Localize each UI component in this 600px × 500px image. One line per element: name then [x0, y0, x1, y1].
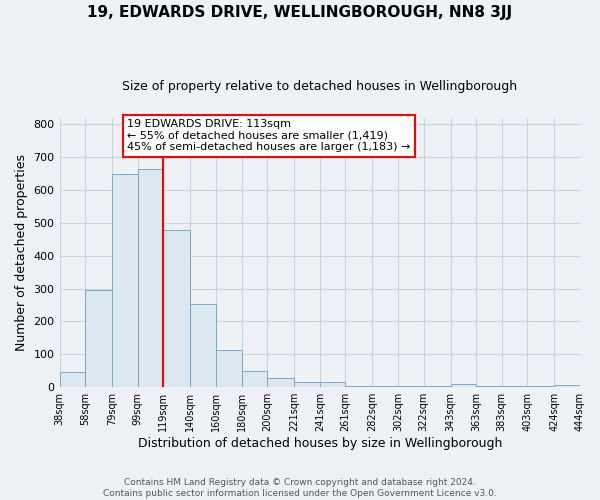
Bar [294, 382, 320, 387]
Bar [267, 378, 294, 387]
Bar [163, 230, 190, 387]
Bar [527, 386, 554, 387]
Bar [242, 371, 267, 387]
Bar [190, 304, 216, 387]
Bar [138, 168, 163, 387]
Y-axis label: Number of detached properties: Number of detached properties [15, 154, 28, 351]
Bar [398, 386, 424, 387]
Bar [476, 386, 502, 387]
Text: 19, EDWARDS DRIVE, WELLINGBOROUGH, NN8 3JJ: 19, EDWARDS DRIVE, WELLINGBOROUGH, NN8 3… [88, 5, 512, 20]
Bar [320, 382, 346, 387]
Bar [346, 386, 373, 387]
Text: 19 EDWARDS DRIVE: 113sqm
← 55% of detached houses are smaller (1,419)
45% of sem: 19 EDWARDS DRIVE: 113sqm ← 55% of detach… [127, 119, 410, 152]
Text: Contains HM Land Registry data © Crown copyright and database right 2024.
Contai: Contains HM Land Registry data © Crown c… [103, 478, 497, 498]
Bar [373, 386, 398, 387]
Bar [216, 350, 242, 387]
Bar [59, 372, 85, 387]
Bar [451, 384, 476, 387]
Bar [112, 174, 138, 387]
X-axis label: Distribution of detached houses by size in Wellingborough: Distribution of detached houses by size … [137, 437, 502, 450]
Title: Size of property relative to detached houses in Wellingborough: Size of property relative to detached ho… [122, 80, 517, 93]
Bar [85, 290, 112, 387]
Bar [502, 386, 527, 387]
Bar [424, 386, 451, 387]
Bar [554, 384, 580, 387]
